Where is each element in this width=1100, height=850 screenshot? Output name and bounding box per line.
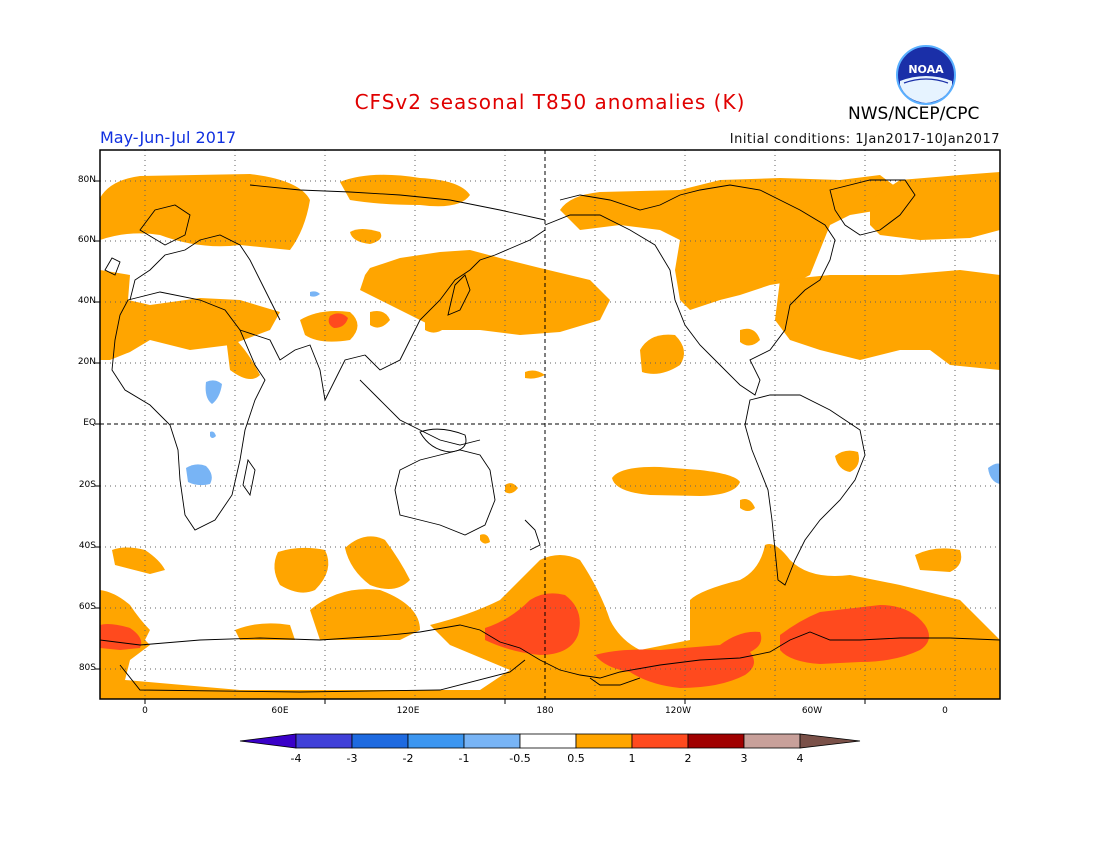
colorbar-swatch-neutral bbox=[519, 733, 577, 749]
lat-label: 20S bbox=[78, 480, 96, 490]
lon-label: 180 bbox=[536, 706, 554, 716]
colorbar-label: -0.5 bbox=[509, 752, 531, 765]
anomaly-shading bbox=[100, 172, 1000, 699]
colorbar-label: -1 bbox=[458, 752, 470, 765]
colorbar-label: 3 bbox=[740, 752, 748, 765]
lon-label: 60W bbox=[801, 706, 823, 716]
colorbar-label: 1 bbox=[628, 752, 636, 765]
lat-label: 40S bbox=[78, 541, 96, 551]
colorbar-swatch-2-3 bbox=[687, 733, 745, 749]
colorbar-label: -3 bbox=[346, 752, 358, 765]
lon-label: 120E bbox=[396, 706, 420, 716]
equator-dateline bbox=[100, 150, 1000, 699]
anomaly-region-warm-2 bbox=[100, 313, 929, 688]
colorbar-swatch-minus-3-minus-2 bbox=[351, 733, 409, 749]
colorbar-label: -2 bbox=[402, 752, 414, 765]
colorbar-swatch-minus-2-minus-1 bbox=[407, 733, 465, 749]
colorbar-swatch-0.5-1 bbox=[575, 733, 633, 749]
colorbar-swatch-minus-1-minus-0.5 bbox=[463, 733, 521, 749]
lat-label: 60N bbox=[77, 235, 96, 245]
map-title: CFSv2 seasonal T850 anomalies (K) bbox=[354, 90, 746, 114]
anomaly-region-warm-1 bbox=[100, 172, 1000, 699]
lat-label: 80S bbox=[78, 663, 96, 673]
colorbar-swatch-lt-minus-4 bbox=[239, 733, 297, 749]
agency-label: NWS/NCEP/CPC bbox=[848, 104, 980, 124]
lon-label: 60E bbox=[271, 706, 289, 716]
noaa-logo-icon: NOAA bbox=[896, 45, 956, 105]
lon-label: 120W bbox=[664, 706, 692, 716]
lat-label: 20N bbox=[77, 357, 96, 367]
anomaly-region-cool-1 bbox=[186, 291, 1000, 486]
colorbar bbox=[239, 733, 861, 749]
lon-label: 0 bbox=[142, 706, 148, 716]
lat-label: 40N bbox=[77, 296, 96, 306]
colorbar-label: 0.5 bbox=[567, 752, 585, 765]
period-label: May-Jun-Jul 2017 bbox=[100, 128, 237, 147]
colorbar-swatch-3-4 bbox=[743, 733, 801, 749]
coastlines bbox=[100, 179, 1000, 693]
axis-ticks bbox=[95, 180, 866, 704]
colorbar-label: 2 bbox=[684, 752, 692, 765]
colorbar-swatch-1-2 bbox=[631, 733, 689, 749]
lat-label: 60S bbox=[78, 602, 96, 612]
colorbar-swatch-gt-4 bbox=[799, 733, 861, 749]
colorbar-label: 4 bbox=[796, 752, 804, 765]
initial-conditions-label: Initial conditions: 1Jan2017-10Jan2017 bbox=[729, 132, 1000, 147]
lat-label: EQ bbox=[83, 418, 96, 428]
colorbar-swatch-minus-4-minus-3 bbox=[295, 733, 353, 749]
lon-label: 0 bbox=[942, 706, 948, 716]
lat-label: 80N bbox=[77, 175, 96, 185]
colorbar-label: -4 bbox=[290, 752, 302, 765]
noaa-logo-text: NOAA bbox=[908, 63, 944, 76]
